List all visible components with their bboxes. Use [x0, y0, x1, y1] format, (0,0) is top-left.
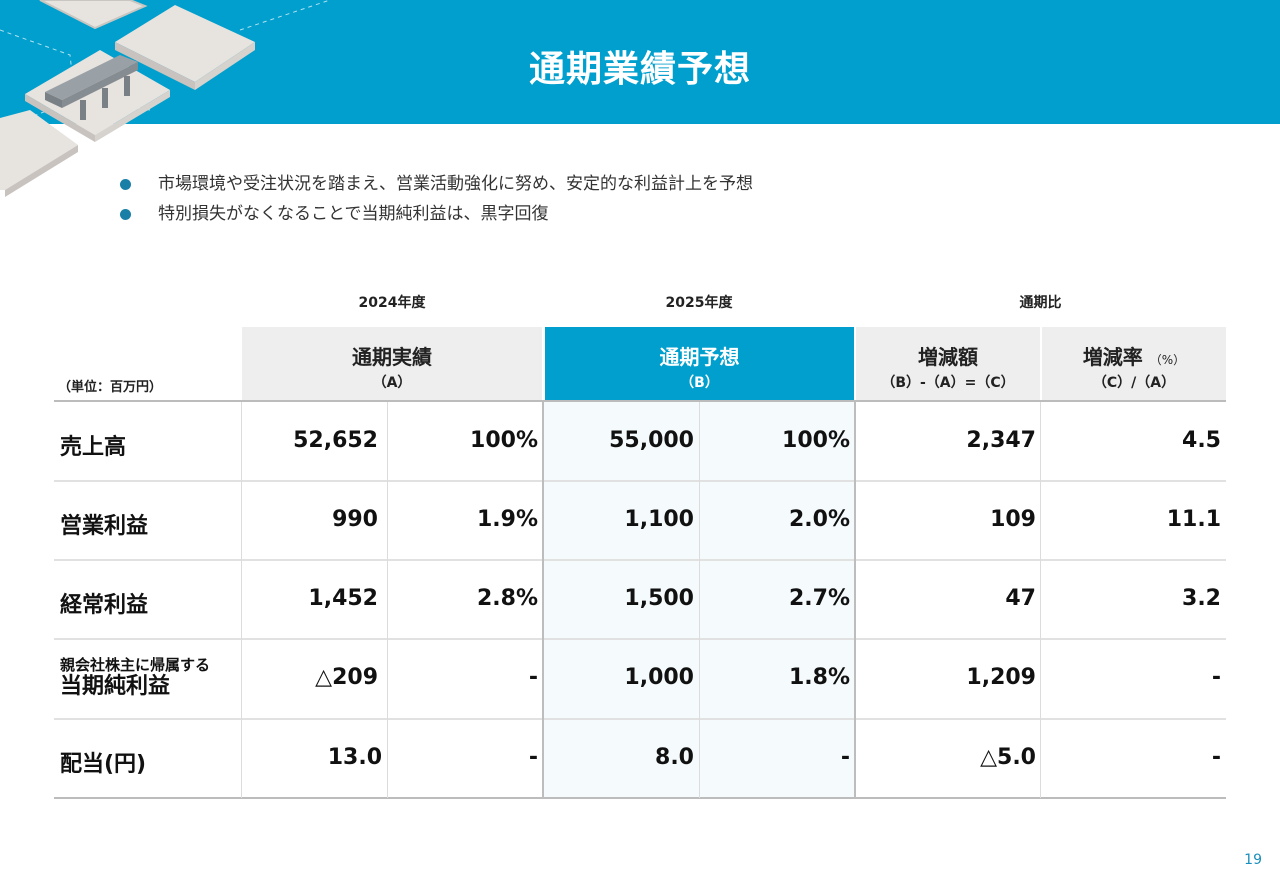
- table-row-sales: 売上高: [54, 402, 1226, 482]
- cell-forecast-pct: -: [840, 745, 850, 770]
- period-label-2025: 2025年度: [665, 295, 733, 311]
- table-row-dividend: 配当(円): [54, 719, 1226, 799]
- cell-diff: 1,209: [966, 665, 1036, 690]
- cell-forecast-pct: 100%: [782, 428, 850, 453]
- cell-actual-pct: 100%: [470, 428, 538, 453]
- cell-actual: △209: [315, 665, 378, 690]
- cell-forecast: 8.0: [655, 745, 694, 770]
- row-label: 経常利益: [60, 593, 149, 618]
- column-divider: [241, 402, 242, 798]
- bullet-list: 市場環境や受注状況を踏まえ、営業活動強化に努め、安定的な利益計上を予想 特別損失…: [118, 170, 753, 230]
- unit-label: （単位：百万円）: [58, 380, 163, 395]
- table-row-operating-profit: 営業利益: [54, 481, 1226, 561]
- bullet-item: 特別損失がなくなることで当期純利益は、黒字回復: [118, 200, 753, 230]
- column-divider: [387, 402, 388, 798]
- cell-actual: 52,652: [293, 428, 378, 453]
- cell-forecast: 1,100: [624, 507, 694, 532]
- cell-rate: 4.5: [1182, 428, 1221, 453]
- column-divider: [542, 402, 544, 798]
- row-label: 配当(円): [60, 752, 147, 777]
- row-label: 営業利益: [60, 514, 149, 539]
- bullet-dot-icon: [120, 209, 131, 220]
- column-divider: [1040, 402, 1041, 798]
- table-row-net-income: 親会社株主に帰属する 当期純利益: [54, 639, 1226, 720]
- road-tiles-illustration: [0, 0, 330, 197]
- column-divider: [854, 402, 856, 798]
- header-actual: 通期実績 （A）: [242, 327, 542, 400]
- header-rate: 増減率 （%） （C）/（A）: [1042, 327, 1226, 400]
- cell-forecast-pct: 2.7%: [788, 586, 850, 611]
- period-label-2024: 2024年度: [358, 295, 426, 311]
- cell-actual: 13.0: [327, 745, 382, 770]
- cell-actual-pct: -: [528, 665, 538, 690]
- bullet-item: 市場環境や受注状況を踏まえ、営業活動強化に努め、安定的な利益計上を予想: [118, 170, 753, 200]
- header-forecast: 通期予想 （B）: [545, 327, 854, 400]
- cell-forecast-pct: 2.0%: [788, 507, 850, 532]
- page-number: 19: [1244, 852, 1262, 868]
- cell-forecast-pct: 1.8%: [788, 665, 850, 690]
- page-title: 通期業績予想: [528, 49, 751, 90]
- header-diff: 増減額 （B）-（A）=（C）: [856, 327, 1040, 400]
- row-label: 親会社株主に帰属する 当期純利益: [60, 656, 211, 699]
- cell-rate: -: [1211, 745, 1221, 770]
- table-top-rule: [54, 400, 1226, 402]
- table-row-ordinary-profit: 経常利益: [54, 560, 1226, 640]
- cell-diff: 47: [1005, 586, 1036, 611]
- cell-rate: 3.2: [1182, 586, 1221, 611]
- cell-diff: △5.0: [980, 745, 1036, 770]
- cell-diff: 2,347: [966, 428, 1036, 453]
- row-label: 売上高: [60, 435, 127, 460]
- cell-actual-pct: -: [528, 745, 538, 770]
- cell-forecast: 55,000: [609, 428, 694, 453]
- cell-forecast: 1,000: [624, 665, 694, 690]
- cell-actual-pct: 2.8%: [476, 586, 538, 611]
- column-divider: [699, 402, 700, 798]
- cell-forecast: 1,500: [624, 586, 694, 611]
- cell-rate: -: [1211, 665, 1221, 690]
- bullet-dot-icon: [120, 179, 131, 190]
- cell-actual: 1,452: [308, 586, 378, 611]
- cell-actual: 990: [332, 507, 378, 532]
- cell-rate: 11.1: [1166, 507, 1221, 532]
- cell-actual-pct: 1.9%: [476, 507, 538, 532]
- period-label-compare: 通期比: [1019, 295, 1062, 311]
- cell-diff: 109: [990, 507, 1036, 532]
